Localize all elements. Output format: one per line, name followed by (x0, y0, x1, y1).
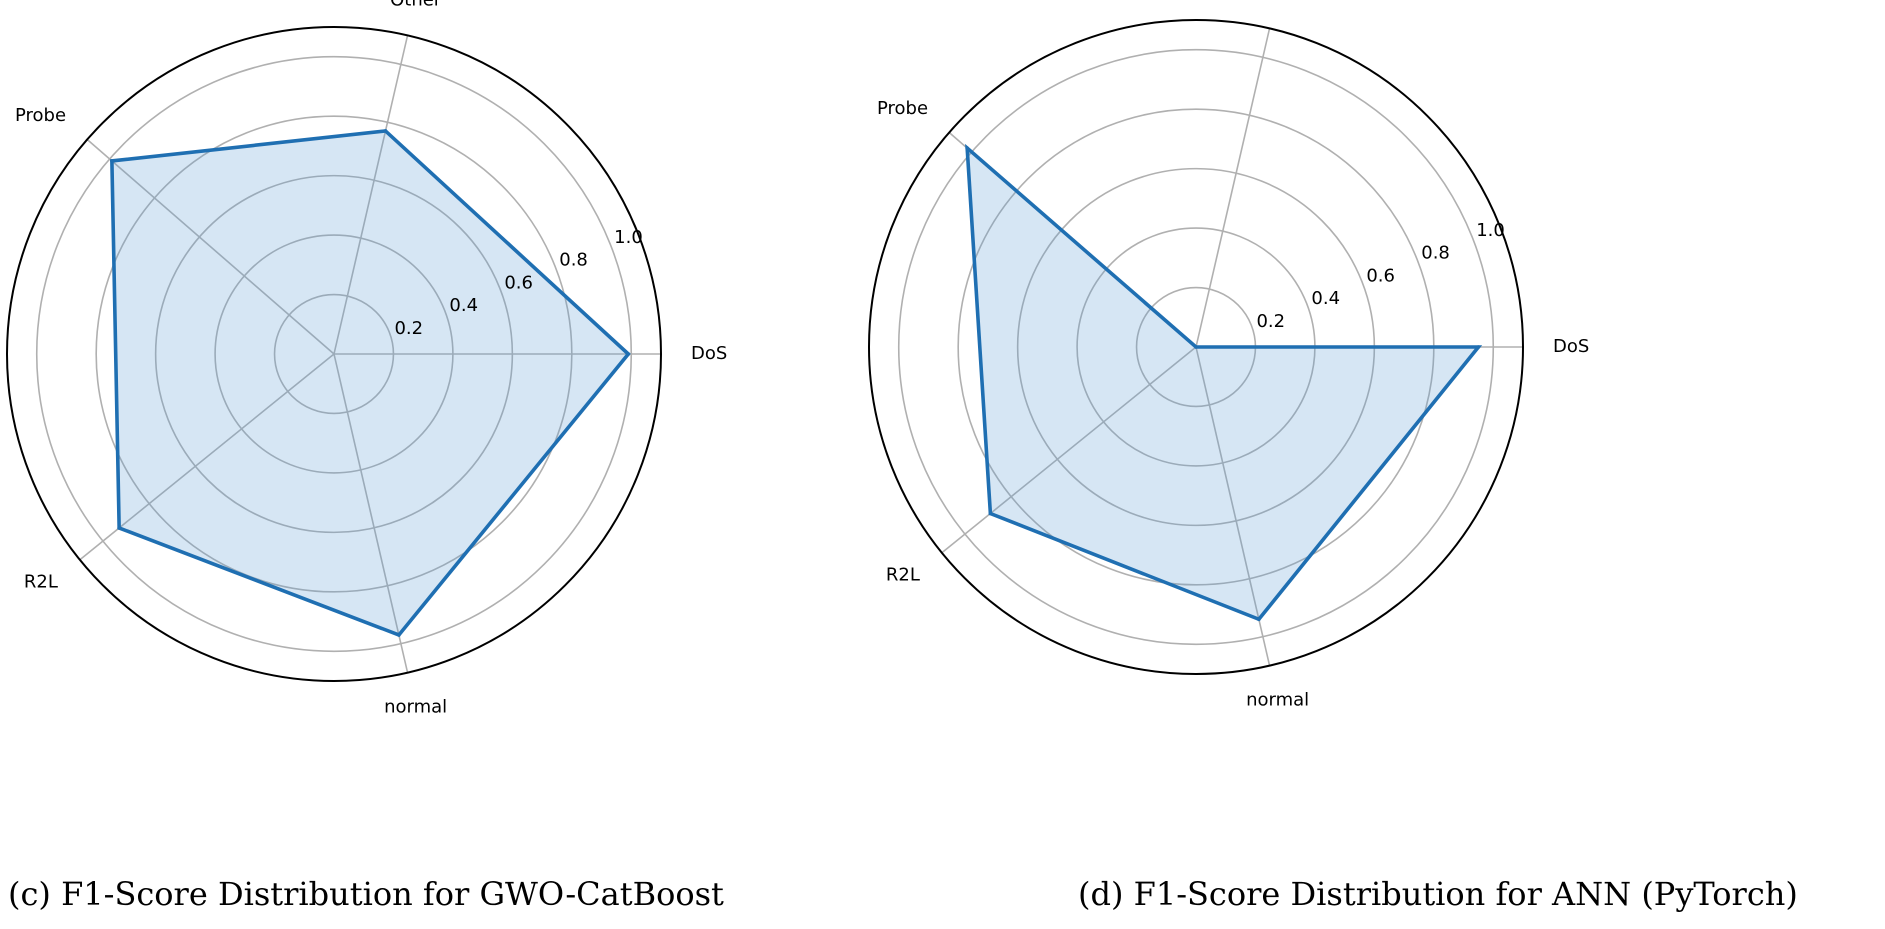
radial-tick-label: 1.0 (1476, 220, 1505, 241)
caption-gwo-catboost: (c) F1-Score Distribution for GWO-CatBoo… (8, 875, 724, 913)
radial-tick-label: 0.2 (1256, 311, 1285, 332)
radar-chart-gwo-catboost: 0.2 0.4 0.6 0.8 1.0 DoS Other Probe R2L normal (6, 0, 727, 718)
data-point-r2l (988, 511, 993, 516)
grid-spoke-normal (1195, 346, 1271, 666)
radial-tick-label: 0.8 (1421, 243, 1450, 264)
data-point-normal (397, 633, 401, 637)
data-point-probe (110, 159, 114, 163)
category-label-r2l: R2L (886, 564, 920, 585)
category-label-probe: Probe (877, 98, 928, 119)
radial-tick-label: 0.4 (449, 295, 478, 316)
radial-tick-label: 0.8 (559, 250, 588, 271)
grid-spoke-r2l (941, 346, 1197, 554)
series-area-f1-score (110, 129, 631, 638)
grid-spoke-normal (333, 353, 409, 673)
category-label-other: Other (390, 0, 442, 10)
data-point-dos (626, 352, 631, 356)
grid-spoke-probe (86, 138, 335, 355)
radial-tick-label: 0.4 (1311, 288, 1340, 309)
radial-tick-label: 0.2 (394, 318, 423, 339)
category-label-dos: DoS (1553, 336, 1589, 357)
data-point-other (1194, 345, 1198, 349)
category-label-other: Other (1252, 0, 1304, 3)
category-label-normal: normal (1246, 690, 1309, 711)
category-label-probe: Probe (15, 105, 66, 126)
data-point-dos (1476, 345, 1481, 349)
data-point-r2l (117, 526, 121, 530)
caption-ann-pytorch: (d) F1-Score Distribution for ANN (PyTor… (1078, 875, 1798, 913)
data-point-other (383, 129, 388, 133)
data-point-normal (1257, 617, 1261, 622)
grid-spoke-other (333, 35, 409, 355)
category-label-dos: DoS (691, 343, 727, 364)
category-label-r2l: R2L (24, 571, 58, 592)
category-label-normal: normal (384, 697, 447, 718)
grid-spoke-other (1195, 28, 1271, 348)
radar-chart-ann-pytorch: 0.2 0.4 0.6 0.8 1.0 DoS Other Probe R2L normal (868, 0, 1589, 711)
series-area-f1-score (965, 143, 1483, 622)
radial-tick-label: 1.0 (614, 227, 643, 248)
radial-tick-label: 0.6 (1366, 265, 1395, 286)
radial-tick-label: 0.6 (504, 272, 533, 293)
polar-frame (6, 26, 662, 682)
data-point-probe (965, 146, 969, 150)
grid-spoke-r2l (79, 353, 335, 561)
polar-frame (868, 19, 1524, 675)
